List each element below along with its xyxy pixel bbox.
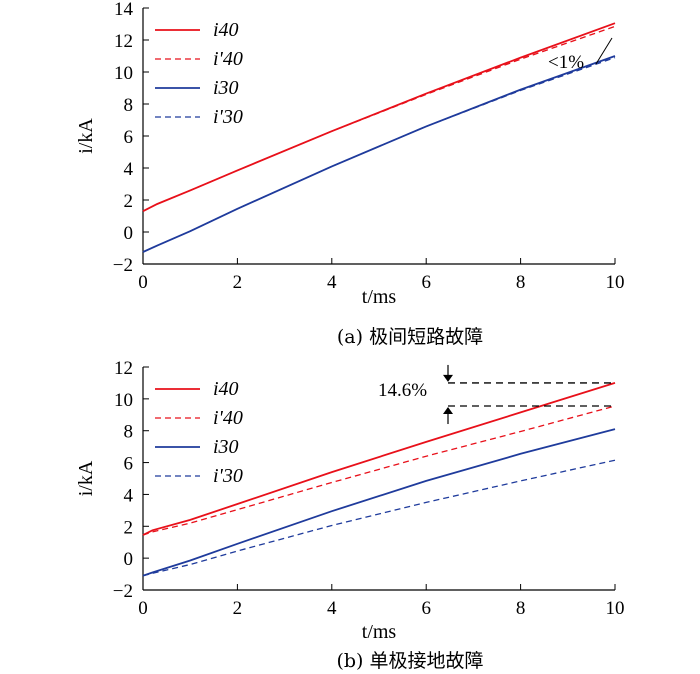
y-tick-label: 12 [114, 31, 133, 52]
y-tick-label: 4 [124, 485, 134, 506]
legend-label: i'30 [213, 106, 243, 128]
series-line-i-prime40 [142, 25, 616, 212]
y-tick-label: 0 [124, 549, 134, 570]
legend-label: i40 [213, 378, 239, 400]
x-tick-label: 2 [233, 272, 243, 293]
legend-label: i'40 [213, 48, 243, 70]
y-tick-label: 8 [124, 95, 134, 116]
x-tick-label: 0 [138, 272, 148, 293]
y-tick-label: −2 [113, 255, 133, 276]
y-tick-label: 6 [124, 454, 134, 475]
x-tick-label: 4 [327, 598, 337, 619]
y-tick-label: 4 [124, 159, 134, 180]
y-tick-label: 2 [124, 191, 134, 212]
y-tick-label: 2 [124, 517, 134, 538]
annotation-label: <1% [548, 52, 584, 73]
annotation-leader [595, 37, 613, 65]
x-tick-label: 0 [138, 598, 148, 619]
legend-label: i30 [213, 77, 239, 99]
y-tick-label: 8 [124, 422, 134, 443]
x-tick-label: 4 [327, 272, 337, 293]
y-tick-label: 12 [114, 358, 133, 379]
x-tick-label: 8 [516, 272, 526, 293]
legend-label: i'40 [213, 407, 243, 429]
x-axis-label: t/ms [362, 286, 397, 308]
chart-caption: (a) 极间短路故障 [337, 326, 483, 348]
series-line-i40 [142, 382, 616, 536]
y-tick-label: 14 [114, 0, 134, 20]
legend: i40 i'40 i30 i'30 [155, 378, 243, 487]
legend: i40 i'40 i30 i'30 [155, 19, 243, 128]
arrow-down-icon [443, 374, 453, 382]
arrow-up-icon [443, 407, 453, 415]
legend-label: i40 [213, 19, 239, 41]
x-axis-label: t/ms [362, 621, 397, 643]
annotation-label: 14.6% [378, 380, 427, 401]
y-tick-label: 6 [124, 127, 134, 148]
chart-caption: (b) 单极接地故障 [336, 650, 483, 672]
legend-label: i'30 [213, 465, 243, 487]
y-tick-label: 10 [114, 63, 133, 84]
series-line-i-prime40 [142, 405, 616, 536]
y-tick-label: 0 [124, 223, 134, 244]
y-tick-label: −2 [113, 581, 133, 602]
y-axis-label: i/kA [75, 460, 97, 496]
y-tick-label: 10 [114, 390, 133, 411]
x-tick-label: 6 [421, 272, 431, 293]
series-line-i-prime30 [142, 56, 616, 253]
x-tick-label: 6 [421, 598, 431, 619]
x-tick-label: 10 [606, 272, 625, 293]
x-tick-label: 2 [233, 598, 243, 619]
x-tick-label: 10 [606, 598, 625, 619]
x-tick-label: 8 [516, 598, 526, 619]
legend-label: i30 [213, 436, 239, 458]
series-line-i-prime30 [142, 459, 616, 577]
series-line-i30 [142, 428, 616, 577]
y-axis-label: i/kA [75, 118, 97, 154]
